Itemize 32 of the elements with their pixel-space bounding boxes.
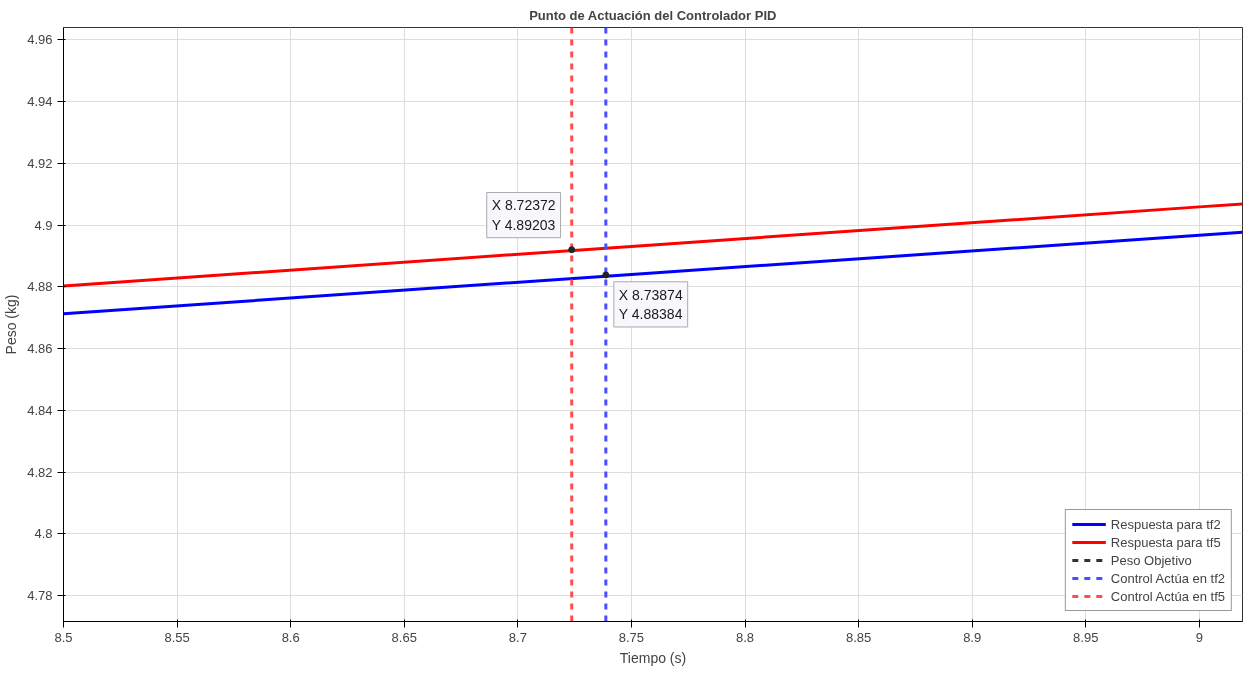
legend-label: Respuesta para tf5 <box>1110 534 1221 550</box>
y-tick-label: 4.86 <box>27 341 53 357</box>
line-series <box>63 202 1243 288</box>
x-tick-label: 8.75 <box>618 629 645 645</box>
y-tick-label: 4.78 <box>27 588 53 604</box>
legend-label: Respuesta para tf2 <box>1110 516 1221 532</box>
y-tick-label: 4.8 <box>34 526 53 542</box>
x-tick-label: 8.6 <box>281 629 300 645</box>
y-tick-label: 4.84 <box>27 402 53 418</box>
legend-label: Control Actúa en tf5 <box>1110 588 1225 604</box>
x-axis-title: Tiempo (s) <box>619 649 687 666</box>
annotation: X 8.73874 Y 4.88384 <box>618 286 683 322</box>
y-axis-title: Peso (kg) <box>3 294 20 355</box>
x-tick-label: 8.95 <box>1073 629 1099 645</box>
legend-label: Peso Objetivo <box>1110 552 1192 568</box>
legend-label: Control Actúa en tf2 <box>1110 570 1225 586</box>
chart-title: Punto de Actuación del Controlador PID <box>529 7 777 23</box>
annotation: X 8.72372 Y 4.89203 <box>491 197 556 233</box>
y-tick-label: 4.9 <box>34 217 53 233</box>
y-tick-label: 4.94 <box>27 94 53 110</box>
y-tick-label: 4.92 <box>27 155 53 171</box>
x-tick-label: 8.8 <box>735 629 755 645</box>
y-tick-label: 4.82 <box>27 464 53 480</box>
y-tick-label: 4.88 <box>27 279 53 295</box>
y-tick-label: 4.96 <box>27 32 53 48</box>
x-tick-label: 8.9 <box>963 629 982 645</box>
x-tick-label: 8.7 <box>508 629 527 645</box>
x-tick-label: 8.55 <box>164 629 190 645</box>
x-tick-label: 8.85 <box>845 629 872 645</box>
x-tick-label: 8.65 <box>391 629 417 645</box>
x-tick-label: 9 <box>1195 629 1203 645</box>
x-tick-label: 8.5 <box>54 629 73 645</box>
